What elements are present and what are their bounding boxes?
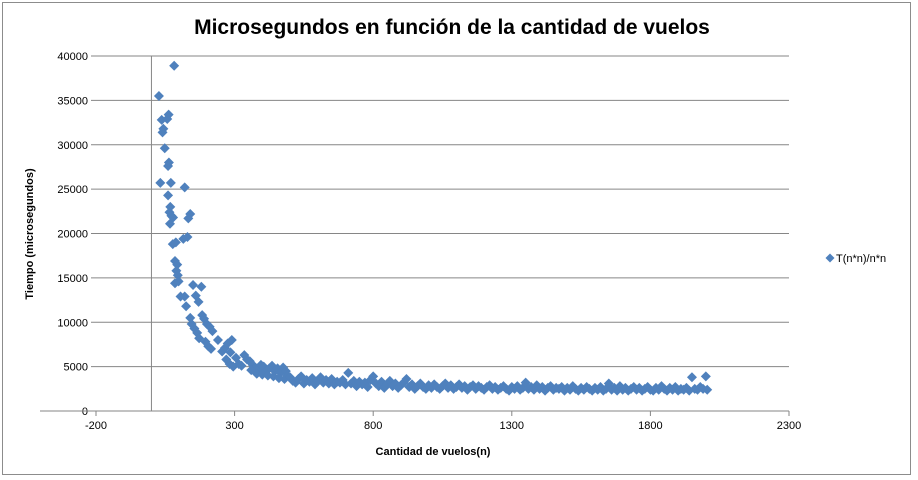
x-tick-label-800: 800 (364, 420, 382, 432)
data-point-18 (170, 237, 181, 248)
legend-marker (825, 253, 835, 263)
data-point-19 (168, 212, 179, 223)
chart-area (2, 2, 911, 475)
y-tick-label-20000: 20000 (57, 229, 88, 241)
x-tick-label-300: 300 (225, 420, 243, 432)
data-point-12 (163, 190, 174, 201)
data-points (153, 60, 713, 396)
y-tick-label-35000: 35000 (57, 95, 88, 107)
y-tick-label-10000: 10000 (57, 317, 88, 329)
y-axis-label: Tiempo (microsegundos) (24, 168, 36, 300)
data-point-47 (207, 326, 218, 337)
data-point-7 (169, 60, 180, 71)
data-point-237 (700, 371, 711, 382)
data-point-0 (153, 90, 164, 101)
data-point-32 (179, 291, 190, 302)
data-point-30 (182, 232, 193, 243)
data-point-3 (157, 127, 168, 138)
data-point-51 (212, 335, 223, 345)
data-point-54 (225, 347, 236, 358)
data-point-232 (686, 372, 697, 383)
x-tick-label-1800: 1800 (638, 420, 662, 432)
data-point-21 (172, 259, 183, 270)
x-tick-label--200: -200 (85, 420, 107, 432)
data-point-28 (183, 213, 194, 224)
data-point-56 (222, 338, 233, 349)
y-axis-ticks: 0 5000 10000 15000 20000 25000 30000 35000 40000 (57, 51, 96, 418)
data-point-38 (196, 281, 207, 292)
legend: T(n*n)/n*n (825, 253, 886, 265)
gridlines (96, 55, 789, 368)
data-point-23 (172, 270, 183, 281)
data-point-26 (179, 182, 190, 193)
legend-label: T(n*n)/n*n (836, 253, 886, 265)
data-point-25 (170, 278, 181, 289)
data-point-108 (343, 367, 354, 378)
data-point-11 (165, 177, 176, 188)
y-tick-label-0: 0 (82, 406, 88, 418)
data-point-33 (181, 301, 192, 312)
data-point-238 (702, 384, 713, 395)
x-axis-label: Cantidad de vuelos(n) (376, 446, 491, 458)
x-tick-label-2300: 2300 (777, 420, 801, 432)
data-point-8 (155, 177, 166, 188)
data-point-35 (188, 279, 199, 290)
data-point-129 (401, 374, 412, 385)
x-axis-ticks: -200 300 800 1300 1800 2300 (85, 411, 801, 432)
data-point-62 (236, 360, 247, 371)
data-point-37 (193, 296, 204, 307)
chart-title: Microsegundos en función de la cantidad … (194, 16, 710, 39)
y-tick-label-40000: 40000 (57, 51, 88, 63)
x-tick-label-1300: 1300 (500, 420, 524, 432)
data-point-10 (163, 157, 174, 168)
y-tick-label-25000: 25000 (57, 184, 88, 196)
y-tick-label-30000: 30000 (57, 140, 88, 152)
data-point-6 (162, 114, 173, 125)
data-point-50 (206, 343, 217, 354)
y-tick-label-5000: 5000 (64, 362, 88, 374)
y-tick-label-15000: 15000 (57, 273, 88, 285)
data-point-4 (159, 143, 170, 154)
